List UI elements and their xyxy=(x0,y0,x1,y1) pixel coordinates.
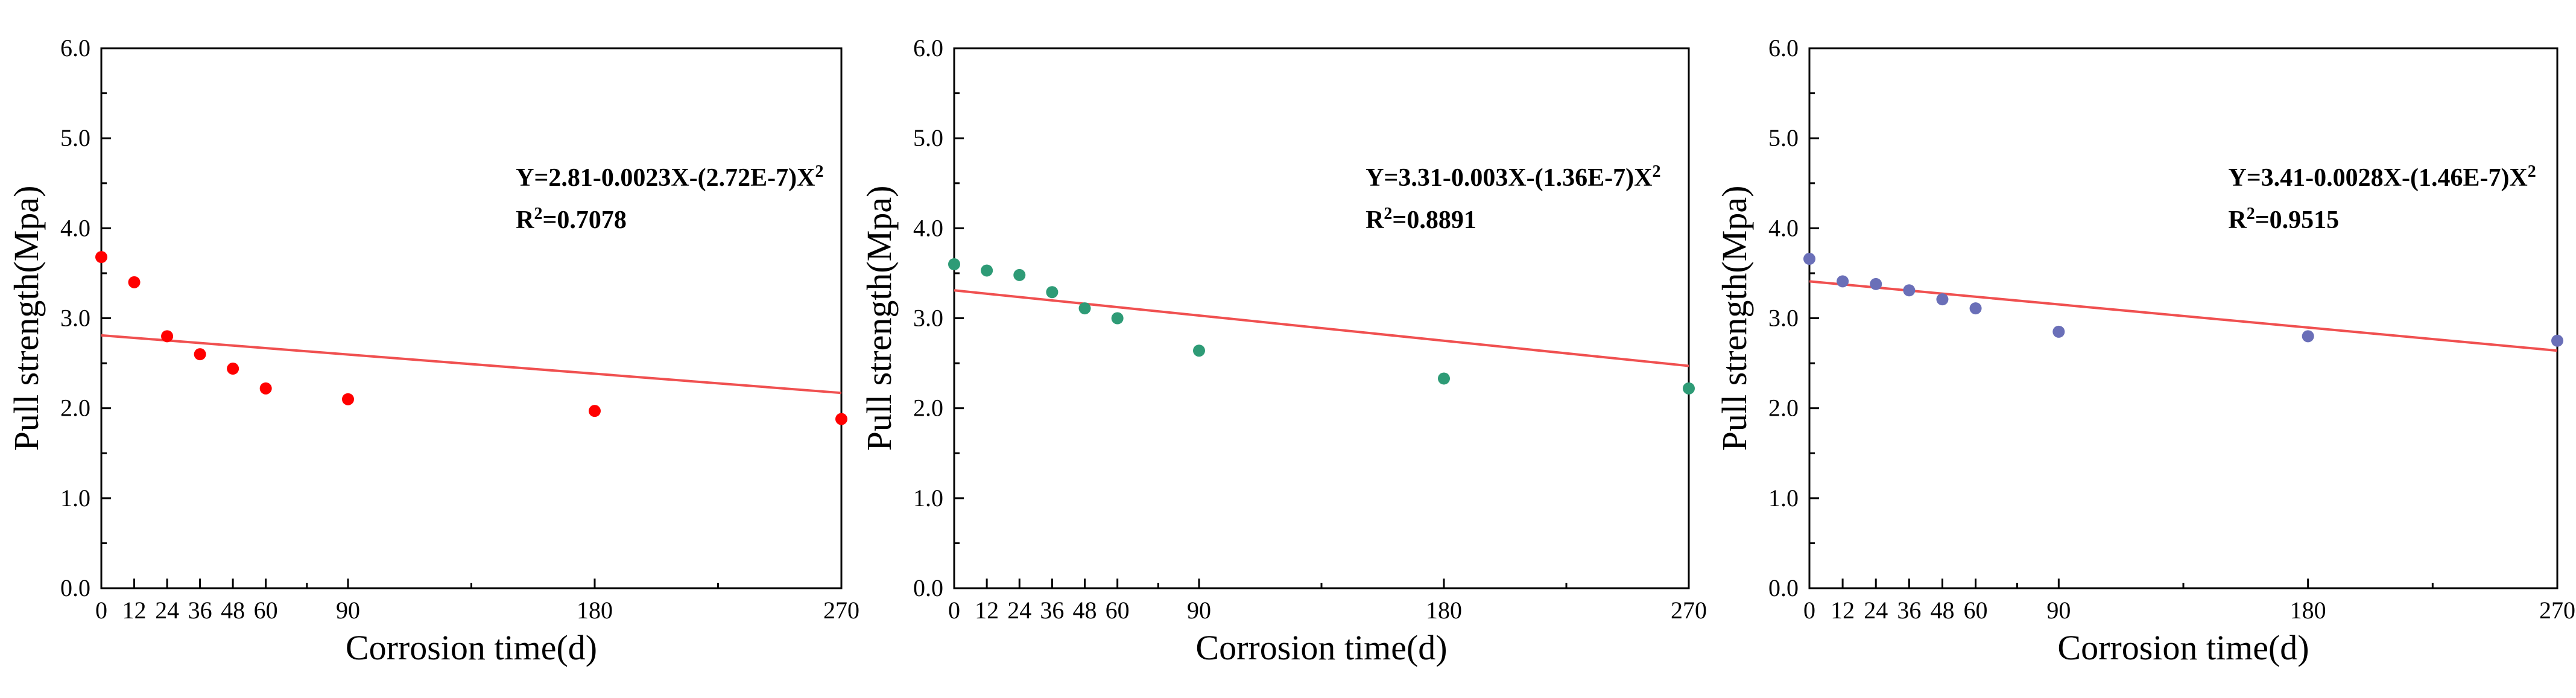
data-point xyxy=(1837,275,1849,288)
data-point xyxy=(2551,334,2563,347)
plot-frame xyxy=(953,47,1690,589)
x-tick-label: 90 xyxy=(1187,597,1211,624)
x-tick-label: 270 xyxy=(2539,597,2575,624)
chart-panel-2: 0.0 1.0 2.0 3.0 4.0 5.0 6.0 0 12 24 36 48 60 90 180 270… xyxy=(859,34,1707,667)
x-tick-label: 270 xyxy=(823,597,859,624)
data-point xyxy=(2302,330,2314,343)
y-axis-title: Pull strength(Mpa) xyxy=(1715,186,1754,451)
y-tick-label: 6.0 xyxy=(1768,34,1799,62)
x-tick-label: 180 xyxy=(1426,597,1462,624)
data-point xyxy=(1046,286,1059,299)
fit-line xyxy=(1809,280,2558,352)
x-tick-label: 90 xyxy=(2046,597,2071,624)
data-point xyxy=(2052,325,2065,338)
x-tick-label: 60 xyxy=(254,597,278,624)
y-tick-label: 3.0 xyxy=(60,305,90,332)
x-tick-label: 180 xyxy=(2290,597,2326,624)
x-tick-label: 60 xyxy=(1106,597,1130,624)
plot-frame xyxy=(100,47,843,589)
x-axis-title: Corrosion time(d) xyxy=(346,628,597,667)
x-tick-label: 270 xyxy=(1671,597,1707,624)
x-tick-label: 12 xyxy=(122,597,147,624)
data-point xyxy=(128,276,141,288)
fit-equation: Y=3.41-0.0028X-(1.46E-7)X2 xyxy=(2228,162,2536,192)
x-tick-label: 90 xyxy=(336,597,360,624)
y-tick-label: 3.0 xyxy=(913,305,943,332)
x-tick-label: 0 xyxy=(95,597,107,624)
chart-panel-3: 0.0 1.0 2.0 3.0 4.0 5.0 6.0 0 12 24 36 48 60 90 180 270… xyxy=(1715,34,2575,667)
y-axis-title: Pull strength(Mpa) xyxy=(859,186,899,451)
x-tick-label: 180 xyxy=(577,597,613,624)
data-point xyxy=(194,348,206,361)
data-point xyxy=(1870,278,1882,290)
fit-line xyxy=(954,289,1689,367)
data-point xyxy=(1193,344,1205,357)
x-tick-label: 12 xyxy=(975,597,999,624)
x-tick-label: 48 xyxy=(1073,597,1097,624)
y-tick-label: 6.0 xyxy=(913,34,943,62)
data-point xyxy=(1969,302,1982,315)
y-tick-label: 5.0 xyxy=(1768,124,1799,151)
y-tick-label: 2.0 xyxy=(1768,395,1799,422)
x-tick-label: 0 xyxy=(948,597,960,624)
y-tick-label: 0.0 xyxy=(1768,574,1799,601)
x-tick-label: 24 xyxy=(1864,597,1888,624)
y-tick-label: 4.0 xyxy=(60,214,90,241)
data-point xyxy=(161,330,174,343)
x-axis-title: Corrosion time(d) xyxy=(1195,628,1447,667)
x-axis-title: Corrosion time(d) xyxy=(2057,628,2309,667)
y-tick-label: 0.0 xyxy=(913,574,943,601)
x-tick-label: 0 xyxy=(1803,597,1815,624)
data-point xyxy=(342,393,354,405)
data-point xyxy=(1013,268,1026,281)
x-tick-label: 48 xyxy=(1930,597,1954,624)
y-tick-label: 4.0 xyxy=(913,214,943,241)
data-point xyxy=(1803,253,1815,265)
y-tick-label: 2.0 xyxy=(913,395,943,422)
data-point xyxy=(1936,293,1949,306)
y-tick-label: 6.0 xyxy=(60,34,90,62)
data-point xyxy=(1903,284,1916,297)
data-point xyxy=(948,258,960,270)
y-tick-label: 5.0 xyxy=(913,124,943,151)
x-tick-label: 48 xyxy=(221,597,245,624)
y-tick-label: 5.0 xyxy=(60,124,90,151)
x-tick-label: 24 xyxy=(1007,597,1031,624)
r-squared: R2=0.7078 xyxy=(516,205,627,235)
y-tick-label: 0.0 xyxy=(60,574,90,601)
fit-line xyxy=(101,334,842,395)
fit-equation: Y=3.31-0.003X-(1.36E-7)X2 xyxy=(1366,162,1660,192)
chart-panel-1: 0.0 1.0 2.0 3.0 4.0 5.0 6.0 0 12 24 36 48 60 90 180 270… xyxy=(7,34,859,667)
data-point xyxy=(95,251,107,264)
y-tick-label: 1.0 xyxy=(1768,484,1799,512)
data-point xyxy=(835,413,847,425)
x-tick-label: 24 xyxy=(155,597,179,624)
data-point xyxy=(1078,302,1091,315)
plot-frame xyxy=(1808,47,2559,589)
x-tick-label: 36 xyxy=(1040,597,1064,624)
r-squared: R2=0.8891 xyxy=(1366,205,1476,235)
y-tick-label: 1.0 xyxy=(913,484,943,512)
fit-equation: Y=2.81-0.0023X-(2.72E-7)X2 xyxy=(516,162,823,192)
x-tick-label: 12 xyxy=(1831,597,1855,624)
x-tick-label: 60 xyxy=(1964,597,1988,624)
x-tick-label: 36 xyxy=(1897,597,1921,624)
y-tick-label: 4.0 xyxy=(1768,214,1799,241)
y-axis-title: Pull strength(Mpa) xyxy=(7,186,46,451)
data-point xyxy=(1111,312,1124,325)
y-tick-label: 3.0 xyxy=(1768,305,1799,332)
y-tick-label: 1.0 xyxy=(60,484,90,512)
data-point xyxy=(589,405,601,417)
y-tick-label: 2.0 xyxy=(60,395,90,422)
data-point xyxy=(1683,382,1695,395)
data-point xyxy=(1438,372,1450,385)
data-point xyxy=(227,363,239,375)
r-squared: R2=0.9515 xyxy=(2228,205,2339,235)
data-point xyxy=(981,264,993,277)
x-tick-label: 36 xyxy=(188,597,212,624)
data-point xyxy=(259,382,272,395)
